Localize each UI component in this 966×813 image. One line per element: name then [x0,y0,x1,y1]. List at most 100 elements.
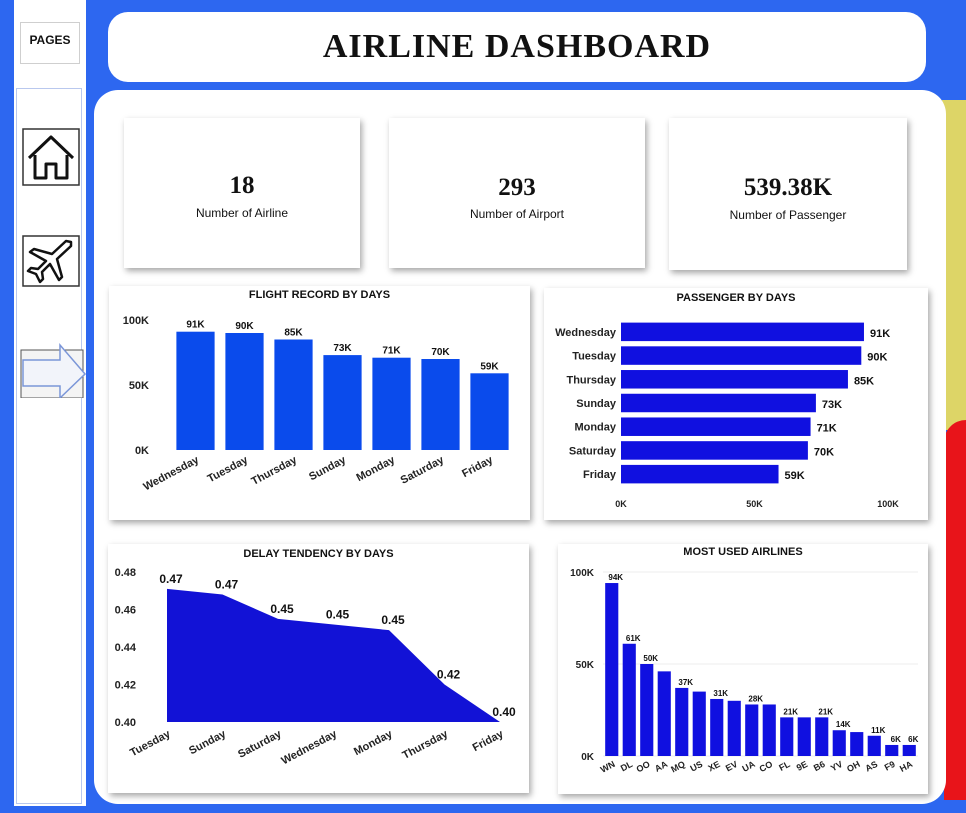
y-tick-label: 0.44 [115,642,137,654]
data-label: 0.42 [437,668,461,682]
x-tick-label: Tuesday [206,454,251,486]
kpi-card-airports: 293 Number of Airport [389,118,645,268]
y-tick-label: 0.48 [115,567,136,579]
chart-title-delay: DELAY TENDENCY BY DAYS [243,548,394,560]
x-tick-label: FL [777,759,792,773]
data-label: 0.45 [270,602,294,616]
x-tick-label: YV [829,759,844,773]
x-tick-label: 100K [877,499,899,509]
bar [622,643,636,756]
y-tick-label: 100K [123,315,149,327]
kpi-value-airports: 293 [498,174,536,201]
y-tick-label: 0K [135,445,149,457]
bar [780,717,794,756]
x-tick-label: MQ [669,759,686,775]
x-tick-label: OO [635,759,652,774]
bar [745,704,759,756]
x-tick-label: CO [758,759,775,774]
home-nav-button[interactable] [22,128,80,186]
data-label: 91K [870,328,890,340]
data-label: 94K [608,573,623,582]
page-title: AIRLINE DASHBOARD [322,28,712,65]
bar [621,322,864,342]
data-label: 21K [818,707,833,716]
data-label: 28K [748,694,763,703]
x-tick-label: Monday [355,454,398,485]
data-label: 90K [867,352,887,364]
x-tick-label: Wednesday [141,454,201,494]
y-tick-label: 50K [129,380,149,392]
bar [621,417,811,436]
data-label: 73K [822,399,842,411]
bar [657,671,671,756]
x-tick-label: AS [863,759,879,774]
bar [421,359,460,450]
bar [675,687,689,756]
next-page-button[interactable] [20,340,86,398]
header-title-box: AIRLINE DASHBOARD [108,12,926,82]
data-label: 6K [891,735,901,744]
y-tick-label: Monday [574,422,616,434]
bar [815,717,829,756]
flights-nav-button[interactable] [22,232,80,290]
chart-title-airlines: MOST USED AIRLINES [683,546,803,558]
bar [176,331,215,450]
bar [274,339,313,450]
data-label: 70K [431,347,450,358]
data-label: 71K [817,423,837,435]
delay-area [167,588,500,722]
y-tick-label: Wednesday [555,327,617,339]
x-tick-label: Tuesday [128,728,173,760]
y-tick-label: Saturday [569,445,617,457]
y-tick-label: Friday [583,469,617,481]
bar [727,700,741,756]
bar [885,744,899,756]
x-tick-label: AA [653,759,670,774]
kpi-card-passengers: 539.38K Number of Passenger [669,118,907,270]
chart-card-delay: DELAY TENDENCY BY DAYS 0.40 0.42 0.44 0.46 0… [108,544,529,793]
chart-card-airlines: MOST USED AIRLINES 0K 50K 100K 94K WN 61K DL 50… [558,544,928,794]
bar [640,664,654,756]
x-tick-label: 50K [746,499,763,509]
nav-strip [16,88,82,804]
bar [323,355,362,450]
x-tick-label: Monday [352,728,395,759]
y-tick-label: 0K [581,752,595,763]
x-tick-label: 0K [615,499,627,509]
x-tick-label: Saturday [236,728,284,761]
data-label: 11K [871,726,885,735]
data-label: 0.45 [326,608,350,622]
bar [850,732,864,756]
bar [372,357,411,450]
bar [797,717,811,756]
data-label: 73K [333,343,352,354]
chart-title-passenger: PASSENGER BY DAYS [676,292,796,304]
data-label: 31K [713,689,728,698]
bar [621,370,848,389]
arrow-right-icon [20,342,86,398]
y-tick-label: 50K [576,660,595,671]
data-label: 91K [186,320,205,331]
accent-strip-yellow [942,100,966,430]
x-tick-label: Thursday [250,454,300,488]
bar [692,691,706,756]
data-label: 0.40 [492,705,516,719]
x-tick-label: B6 [812,759,827,773]
bar [621,441,808,460]
y-tick-label: 100K [570,568,595,579]
x-tick-label: Wednesday [279,728,339,768]
bar [605,583,619,756]
bar [621,464,779,484]
x-tick-label: HA [898,759,915,774]
x-tick-label: Sunday [307,454,348,484]
y-tick-label: Thursday [566,374,616,386]
data-label: 0.47 [215,578,239,592]
x-tick-label: OH [845,759,862,774]
data-label: 61K [626,634,641,643]
x-tick-label: UA [741,759,758,774]
data-label: 14K [836,720,851,729]
x-tick-label: Thursday [401,728,451,762]
pages-button[interactable]: PAGES [20,22,80,64]
flight-record-chart: 0K 50K 100K 91K Wednesday 90K Tuesday 85K Thursd… [123,315,509,494]
bar [867,735,881,756]
